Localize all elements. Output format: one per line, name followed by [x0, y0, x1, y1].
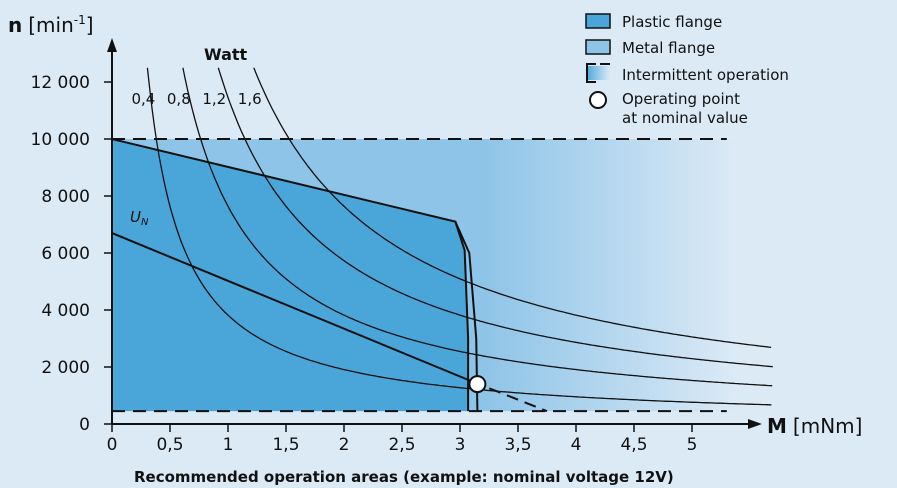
operating-point-marker — [468, 375, 487, 394]
metal-flange-boundary — [454, 221, 479, 412]
nominal-voltage-line — [111, 232, 472, 383]
power-curve-label: 0,4 — [131, 90, 155, 108]
x-tick-label: 3,5 — [504, 435, 531, 455]
power-curve-1-6 — [253, 67, 772, 349]
x-tick-label: 0 — [107, 435, 118, 455]
legend-swatch-metal — [585, 39, 611, 55]
y-axis-ticks: 0 2 000 4 000 6 000 8 000 10 000 12 000 — [31, 73, 112, 435]
legend-label-plastic: Plastic flange — [622, 13, 722, 31]
nominal-voltage-extension — [471, 380, 548, 413]
x-axis-arrow — [748, 419, 762, 429]
x-axis-title: M [mNm] — [767, 414, 862, 438]
chart-caption: Recommended operation areas (example: no… — [134, 468, 674, 486]
x-tick-label: 2 — [339, 435, 350, 455]
power-curve-label: 1,6 — [238, 90, 262, 108]
y-tick-label: 2 000 — [41, 358, 90, 378]
legend-label-operating-point-1: Operating point — [622, 90, 740, 108]
legend-label-intermittent: Intermittent operation — [622, 66, 789, 84]
legend-label-operating-point-2: at nominal value — [622, 109, 748, 127]
legend-label-metal: Metal flange — [622, 39, 715, 57]
power-curve-label: 0,8 — [167, 90, 191, 108]
x-axis-ticks: 0 0,5 1 1,5 2 2,5 3 3,5 4 4,5 5 — [107, 424, 698, 455]
x-tick-label: 3 — [455, 435, 466, 455]
y-axis-arrow — [107, 38, 117, 52]
legend-swatch-intermittent-bracket — [586, 63, 596, 83]
power-curve-label: 1,2 — [202, 90, 226, 108]
plastic-flange-boundary — [111, 138, 470, 412]
power-curve-0-4 — [146, 67, 772, 406]
x-tick-label: 4 — [571, 435, 582, 455]
x-tick-label: 4,5 — [620, 435, 647, 455]
x-tick-label: 1 — [223, 435, 234, 455]
nominal-voltage-label: UN — [130, 208, 149, 228]
y-tick-label: 12 000 — [31, 73, 90, 93]
y-tick-label: 10 000 — [31, 130, 90, 150]
legend-swatch-operating-point — [589, 91, 607, 109]
legend: Plastic flange Metal flange Intermittent… — [585, 13, 789, 127]
x-tick-label: 1,5 — [272, 435, 299, 455]
x-tick-label: 0,5 — [156, 435, 183, 455]
y-tick-label: 8 000 — [41, 187, 90, 207]
power-curves-title: Watt — [204, 45, 248, 64]
x-tick-label: 2,5 — [388, 435, 415, 455]
x-tick-label: 5 — [687, 435, 698, 455]
y-tick-label: 0 — [79, 415, 90, 435]
y-tick-label: 6 000 — [41, 244, 90, 264]
legend-swatch-intermittent — [586, 66, 610, 80]
y-axis-title: n [min-1] — [8, 13, 94, 37]
power-curve-1-2 — [217, 67, 773, 368]
legend-swatch-plastic — [585, 13, 611, 29]
power-curves — [146, 67, 773, 406]
y-tick-label: 4 000 — [41, 301, 90, 321]
